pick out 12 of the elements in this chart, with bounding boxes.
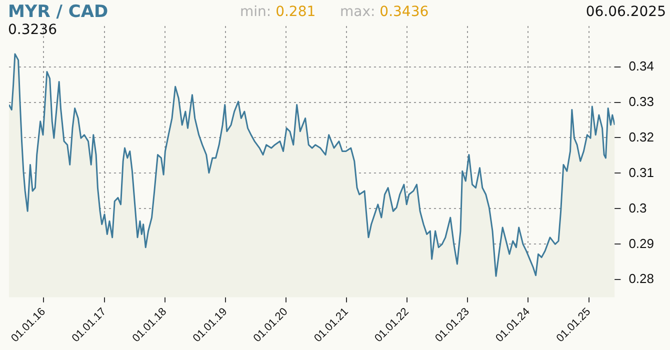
y-tick-label: 0.33 — [628, 94, 654, 109]
annotation: 0.3236 — [8, 22, 57, 38]
y-tick-label: 0.34 — [628, 58, 654, 74]
text: 06.06.2025 — [586, 4, 666, 20]
y-tick-label: 0.31 — [628, 164, 654, 180]
text: max: 0.3436 — [340, 4, 429, 20]
chart-title: MYR / CAD — [8, 2, 108, 22]
y-tick-label: 0.3 — [628, 200, 647, 216]
y-tick-label: 0.29 — [628, 236, 654, 251]
y-tick-label: 0.28 — [628, 271, 654, 286]
y-tick-label: 0.32 — [628, 129, 654, 144]
text: min: 0.281 — [240, 4, 316, 20]
